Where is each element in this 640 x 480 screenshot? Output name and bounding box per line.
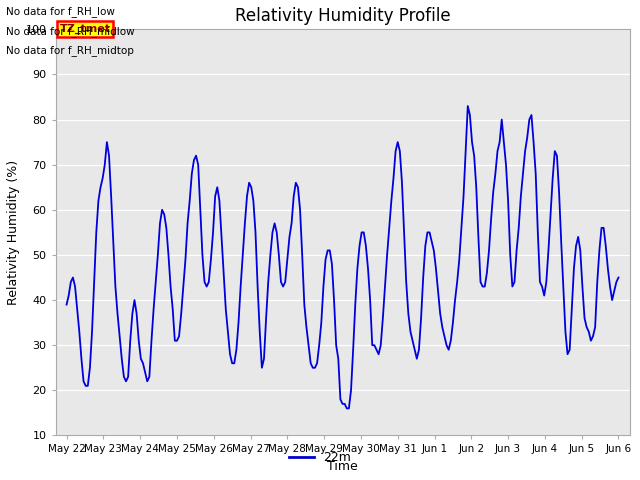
X-axis label: Time: Time [327,460,358,473]
Text: TZ_tmet: TZ_tmet [60,24,111,35]
Text: No data for f_RH_midlow: No data for f_RH_midlow [6,25,135,36]
Legend: 22m: 22m [284,446,356,469]
Y-axis label: Relativity Humidity (%): Relativity Humidity (%) [7,160,20,305]
Title: Relativity Humidity Profile: Relativity Humidity Profile [235,7,451,25]
Text: No data for f_RH_midtop: No data for f_RH_midtop [6,45,134,56]
Text: No data for f_RH_low: No data for f_RH_low [6,6,115,17]
